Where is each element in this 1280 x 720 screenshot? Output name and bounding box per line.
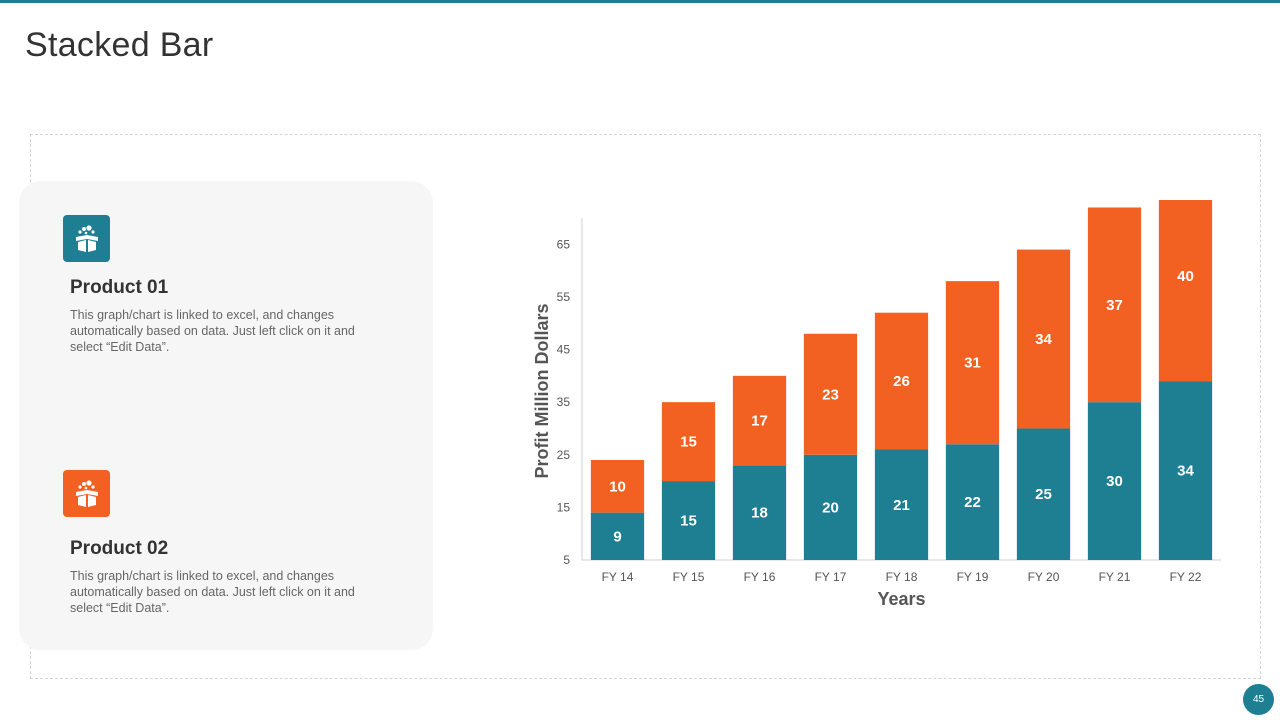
data-label: 31 [964, 355, 981, 372]
x-tick-label: FY 18 [886, 570, 918, 584]
bar-segment-teal [945, 444, 1000, 560]
bar-segment-orange [1087, 207, 1142, 403]
x-tick-label: FY 19 [957, 570, 989, 584]
x-tick-label: FY 14 [602, 570, 634, 584]
data-label: 34 [1035, 331, 1052, 348]
data-label: 34 [1177, 463, 1194, 480]
bar-segment-teal [874, 449, 929, 560]
data-label: 18 [751, 505, 768, 522]
x-tick-label: FY 21 [1099, 570, 1131, 584]
data-label: 17 [751, 413, 768, 430]
x-tick-label: FY 15 [673, 570, 705, 584]
bar-segment-orange [803, 333, 858, 455]
bar-segment-teal [1016, 428, 1071, 560]
x-axis-title: Years [877, 589, 925, 609]
data-label: 9 [613, 528, 621, 545]
x-tick-label: FY 16 [744, 570, 776, 584]
data-label: 15 [680, 513, 697, 530]
bar-segment-teal [732, 465, 787, 560]
top-accent-rule [0, 0, 1280, 3]
y-tick-label: 35 [557, 395, 571, 409]
y-tick-label: 55 [557, 290, 571, 304]
slide-title: Stacked Bar [25, 26, 214, 64]
y-tick-label: 5 [563, 553, 570, 567]
bar-segment-teal [1087, 402, 1142, 560]
bar-segment-orange [945, 281, 1000, 445]
bar-segment-orange [1016, 249, 1071, 429]
x-tick-label: FY 22 [1170, 570, 1202, 584]
data-label: 15 [680, 434, 697, 451]
bar-segment-orange [661, 402, 716, 482]
data-label: 40 [1177, 268, 1194, 285]
page-number-badge: 45 [1243, 684, 1274, 715]
product-01-description: This graph/chart is linked to excel, and… [70, 308, 355, 354]
bar-segment-orange [1158, 200, 1213, 382]
bar-segment-teal [661, 481, 716, 560]
data-label: 10 [609, 478, 626, 495]
bar-segment-orange [732, 375, 787, 466]
gift-box-icon [63, 215, 110, 262]
product-02-title: Product 02 [70, 538, 169, 559]
data-label: 30 [1106, 473, 1123, 490]
data-label: 37 [1106, 297, 1123, 314]
x-tick-label: FY 20 [1028, 570, 1060, 584]
data-label: 20 [822, 499, 839, 516]
data-label: 23 [822, 386, 839, 403]
data-label: 22 [964, 494, 981, 511]
data-label: 26 [893, 373, 910, 390]
product-02-description: This graph/chart is linked to excel, and… [70, 569, 355, 615]
gift-box-icon [63, 470, 110, 517]
bar-segment-teal [590, 512, 645, 560]
bar-segment-orange [874, 312, 929, 450]
bar-segment-teal [1158, 381, 1213, 560]
y-tick-label: 45 [557, 343, 571, 357]
data-label: 25 [1035, 486, 1052, 503]
data-label: 21 [893, 497, 910, 514]
y-tick-label: 25 [557, 448, 571, 462]
x-tick-label: FY 17 [815, 570, 847, 584]
y-tick-label: 65 [557, 237, 571, 251]
bar-segment-orange [590, 460, 645, 513]
stacked-bar-chart: 5 15 25 35 45 55 65 9 10 FY 14 15 15 FY 15 18 17 FY 16 2… [532, 200, 1221, 609]
bar-segment-teal [803, 454, 858, 560]
product-01-title: Product 01 [70, 277, 169, 298]
y-tick-label: 15 [557, 500, 571, 514]
y-axis-title: Profit Million Dollars [532, 303, 552, 478]
